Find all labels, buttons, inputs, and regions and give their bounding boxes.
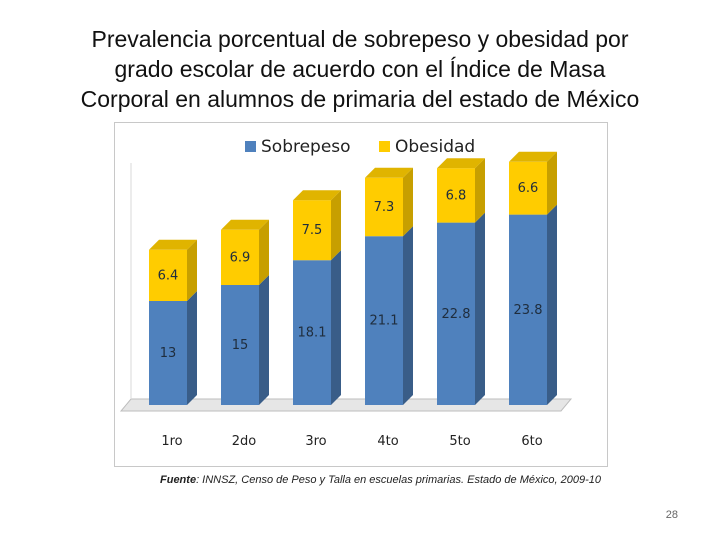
label-obesidad-5to: 6.8 (446, 188, 467, 203)
bar-sobrepeso-side-2do (259, 275, 269, 405)
bar-obesidad-6to (509, 161, 547, 215)
title-line-2: grado escolar de acuerdo con el Índice d… (114, 56, 606, 82)
bar-sobrepeso-side-4to (403, 226, 413, 405)
label-sobrepeso-5to: 22.8 (442, 307, 471, 322)
legend-swatch-sobrepeso (245, 141, 256, 152)
bar-obesidad-2do (221, 229, 259, 285)
bar-sobrepeso-3ro (293, 260, 331, 405)
bar-top-6to (509, 151, 557, 162)
bar-obesidad-3ro (293, 200, 331, 261)
slide-title: Prevalencia porcentual de sobrepeso y ob… (20, 24, 700, 114)
bar-sobrepeso-2do (221, 285, 259, 405)
tick-label-3ro: 3ro (305, 434, 326, 449)
chart-frame: 13 6.4 1ro 15 6.9 2do 18.1 7.5 3ro 21.1 7.3 4to 22.8… (114, 122, 608, 467)
bar-top-5to (437, 158, 485, 169)
bar-top-4to (365, 167, 413, 178)
bar-obesidad-side-4to (403, 167, 413, 237)
bar-top-1ro (149, 239, 197, 250)
bar-obesidad-side-3ro (331, 190, 341, 261)
tick-label-1ro: 1ro (161, 434, 182, 449)
bar-top-2do (221, 219, 269, 230)
title-line-3: Corporal en alumnos de primaria del esta… (80, 86, 640, 112)
label-obesidad-4to: 7.3 (374, 200, 395, 215)
label-sobrepeso-2do: 15 (232, 338, 249, 353)
tick-label-2do: 2do (232, 434, 257, 449)
bar-sobrepeso-5to (437, 222, 475, 405)
bar-obesidad-side-1ro (187, 239, 197, 301)
bar-obesidad-5to (437, 168, 475, 223)
legend-label-obesidad: Obesidad (395, 137, 475, 157)
source-label: Fuente (160, 474, 197, 486)
tick-label-5to: 5to (449, 434, 470, 449)
bar-top-3ro (293, 190, 341, 201)
tick-label-4to: 4to (377, 434, 398, 449)
title-line-1: Prevalencia porcentual de sobrepeso y ob… (91, 26, 629, 52)
bar-obesidad-side-5to (475, 158, 485, 223)
page-number: 28 (665, 509, 678, 521)
stacked-bar-chart: 13 6.4 1ro 15 6.9 2do 18.1 7.5 3ro 21.1 7.3 4to 22.8… (119, 137, 573, 449)
bar-sobrepeso-side-3ro (331, 250, 341, 405)
label-sobrepeso-4to: 21.1 (370, 314, 399, 329)
legend-label-sobrepeso: Sobrepeso (261, 137, 351, 157)
label-obesidad-1ro: 6.4 (158, 268, 179, 283)
bar-obesidad-4to (365, 177, 403, 237)
label-obesidad-3ro: 7.5 (302, 223, 323, 238)
bar-obesidad-1ro (149, 249, 187, 301)
bar-sobrepeso-side-5to (475, 212, 485, 405)
label-obesidad-6to: 6.6 (518, 181, 539, 196)
label-sobrepeso-3ro: 18.1 (298, 326, 327, 341)
source-text: : INNSZ, Censo de Peso y Talla en escuel… (196, 474, 602, 486)
label-sobrepeso-6to: 23.8 (514, 303, 543, 318)
bar-sobrepeso-1ro (149, 301, 187, 405)
legend-swatch-obesidad (379, 141, 390, 152)
bar-obesidad-side-6to (547, 151, 557, 215)
tick-label-6to: 6to (521, 434, 542, 449)
bar-sobrepeso-4to (365, 236, 403, 405)
bar-obesidad-side-2do (259, 219, 269, 285)
label-sobrepeso-1ro: 13 (160, 346, 177, 361)
label-obesidad-2do: 6.9 (230, 250, 251, 265)
source-note: Fuente: INNSZ, Censo de Peso y Talla en … (160, 474, 601, 486)
bar-sobrepeso-side-6to (547, 204, 557, 405)
bar-sobrepeso-side-1ro (187, 291, 197, 405)
bar-sobrepeso-6to (509, 214, 547, 405)
